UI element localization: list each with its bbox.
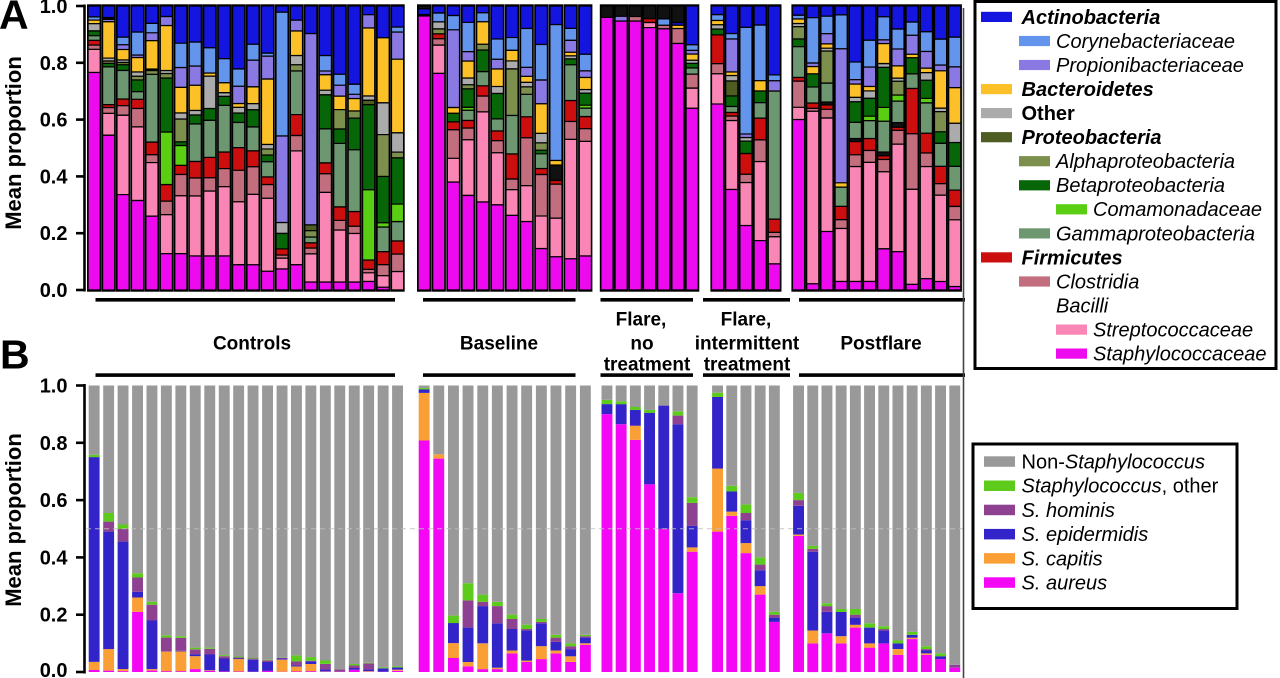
svg-text:Alphaproteobacteria: Alphaproteobacteria — [1055, 151, 1235, 173]
svg-text:Postflare: Postflare — [840, 334, 921, 355]
svg-text:S. capitis: S. capitis — [1022, 548, 1103, 570]
svg-text:Comamonadaceae: Comamonadaceae — [1093, 199, 1262, 221]
svg-text:intermittent: intermittent — [695, 334, 800, 355]
svg-text:0.0: 0.0 — [40, 660, 68, 678]
svg-text:0.8: 0.8 — [40, 433, 68, 455]
svg-text:1.0: 1.0 — [40, 0, 68, 18]
svg-text:Propionibacteriaceae: Propionibacteriaceae — [1056, 55, 1244, 77]
svg-text:Non-Staphylococcus: Non-Staphylococcus — [1022, 452, 1205, 474]
svg-text:Mean proportion: Mean proportion — [1, 433, 26, 607]
svg-text:0.2: 0.2 — [40, 223, 68, 245]
svg-text:Clostridia: Clostridia — [1056, 271, 1139, 293]
svg-text:Staphylococcaceae: Staphylococcaceae — [1093, 344, 1266, 366]
svg-text:Gammaproteobacteria: Gammaproteobacteria — [1056, 223, 1255, 245]
svg-text:Betaproteobacteria: Betaproteobacteria — [1056, 175, 1225, 197]
svg-text:Controls: Controls — [213, 334, 291, 355]
svg-text:0.0: 0.0 — [40, 280, 68, 302]
svg-text:1.0: 1.0 — [40, 376, 68, 398]
svg-text:Firmicutes: Firmicutes — [1022, 247, 1123, 269]
svg-text:Streptococcaceae: Streptococcaceae — [1093, 320, 1253, 342]
svg-text:0.2: 0.2 — [40, 605, 68, 627]
svg-text:Mean proportion: Mean proportion — [1, 56, 26, 230]
svg-text:Actinobacteria: Actinobacteria — [1021, 7, 1161, 29]
svg-text:treatment: treatment — [604, 355, 691, 376]
svg-text:S. hominis: S. hominis — [1022, 500, 1115, 522]
svg-text:S. epidermidis: S. epidermidis — [1022, 524, 1149, 546]
svg-text:Bacteroidetes: Bacteroidetes — [1022, 79, 1154, 101]
svg-text:S. aureus: S. aureus — [1022, 573, 1108, 595]
svg-text:Staphylococcus, other: Staphylococcus, other — [1022, 476, 1219, 498]
svg-text:0.4: 0.4 — [40, 547, 69, 569]
svg-text:B: B — [0, 332, 30, 378]
svg-text:0.6: 0.6 — [40, 110, 68, 132]
svg-text:0.6: 0.6 — [40, 490, 68, 512]
svg-text:0.8: 0.8 — [40, 53, 68, 75]
svg-text:Other: Other — [1022, 103, 1076, 125]
svg-text:Flare,: Flare, — [616, 310, 667, 331]
svg-text:Corynebacteriaceae: Corynebacteriaceae — [1056, 31, 1235, 53]
svg-text:0.4: 0.4 — [40, 166, 69, 188]
svg-text:no: no — [630, 334, 653, 355]
svg-text:Bacilli: Bacilli — [1056, 295, 1109, 317]
svg-text:A: A — [0, 0, 29, 38]
svg-text:Flare,: Flare, — [721, 310, 772, 331]
svg-text:treatment: treatment — [704, 355, 791, 376]
svg-text:Proteobacteria: Proteobacteria — [1022, 127, 1162, 149]
svg-text:Baseline: Baseline — [460, 334, 538, 355]
